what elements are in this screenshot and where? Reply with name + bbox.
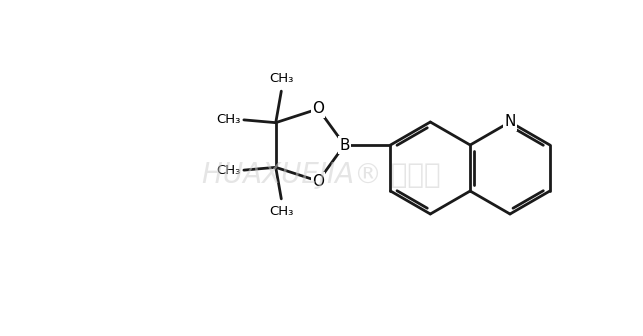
Text: O: O (312, 101, 324, 116)
Text: HUAXUEJIA® 化学加: HUAXUEJIA® 化学加 (202, 161, 440, 189)
Text: CH₃: CH₃ (269, 72, 293, 85)
Text: CH₃: CH₃ (269, 205, 293, 218)
Text: CH₃: CH₃ (217, 164, 241, 177)
Text: N: N (504, 115, 516, 129)
Text: B: B (340, 137, 350, 153)
Text: O: O (312, 174, 324, 188)
Text: CH₃: CH₃ (217, 113, 241, 126)
